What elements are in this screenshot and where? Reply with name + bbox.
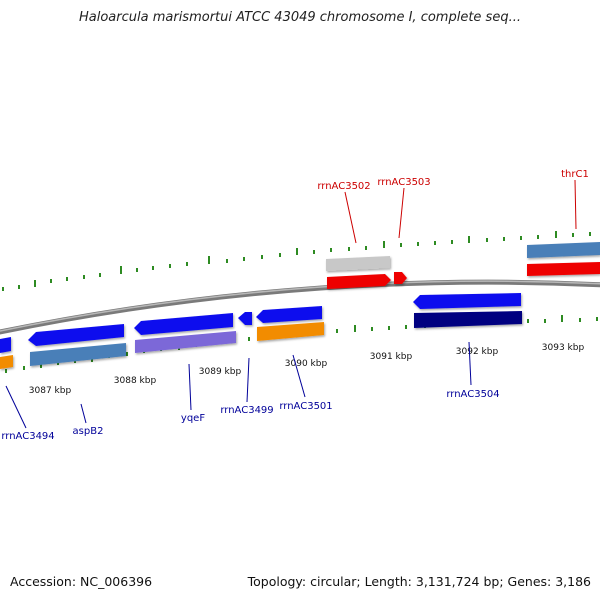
label-line-yqeF	[188, 363, 192, 411]
gene-rrnAC3499-cds[interactable]	[238, 312, 252, 325]
scale-label-3087: 3087 kbp	[29, 386, 72, 396]
genome-stats-label: Topology: circular; Length: 3,131,724 bp…	[247, 574, 591, 589]
scale-labels: 3087 kbp 3088 kbp 3089 kbp 3090 kbp 3091…	[29, 343, 585, 396]
label-line-rrnAC3501	[292, 354, 306, 398]
gene-rrnAC3503-cds[interactable]	[394, 272, 407, 284]
label-line-rrnAC3504	[468, 341, 472, 386]
gene-label-rrnAC3494[interactable]: rrnAC3494	[1, 431, 54, 442]
label-line-aspB2	[80, 403, 87, 424]
map-title: Haloarcula marismortui ATCC 43049 chromo…	[79, 10, 521, 25]
gene-label-rrnAC3499[interactable]: rrnAC3499	[220, 405, 273, 416]
gene-rrnAC3502-cds[interactable]	[327, 274, 391, 289]
forward-gene-labels: rrnAC3502 rrnAC3503 thrC1	[317, 169, 589, 244]
scale-label-3091: 3091 kbp	[370, 352, 413, 362]
reverse-features	[0, 293, 522, 369]
gene-label-thrC1[interactable]: thrC1	[561, 169, 589, 180]
gene-thrC1-feature[interactable]	[527, 242, 600, 258]
gene-aspB2-feature[interactable]	[30, 343, 126, 366]
scale-label-3089: 3089 kbp	[199, 367, 242, 377]
gene-thrC1-cds[interactable]	[527, 262, 600, 276]
label-line-rrnAC3502	[344, 191, 357, 244]
gene-label-yqeF[interactable]: yqeF	[181, 413, 205, 424]
genome-backbone	[0, 279, 600, 335]
gene-rrnAC3494-feature[interactable]	[0, 355, 13, 369]
gene-rrnAC3504-cds[interactable]	[413, 293, 521, 309]
gene-label-aspB2[interactable]: aspB2	[73, 426, 104, 437]
label-line-thrC1	[574, 179, 577, 230]
gene-label-rrnAC3504[interactable]: rrnAC3504	[446, 389, 499, 400]
scale-label-3090: 3090 kbp	[285, 359, 328, 369]
scale-label-3092: 3092 kbp	[456, 347, 499, 357]
genome-backbone-highlight	[0, 280, 600, 332]
gene-rrnAC3502-feature[interactable]	[326, 256, 390, 271]
label-line-rrnAC3499	[246, 357, 250, 403]
gene-label-rrnAC3501[interactable]: rrnAC3501	[279, 401, 332, 412]
gene-rrnAC3504-feature[interactable]	[414, 311, 522, 328]
gene-yqeF-feature[interactable]	[135, 331, 236, 353]
gene-rrnAC3494-cds[interactable]	[0, 337, 11, 353]
gene-label-rrnAC3502[interactable]: rrnAC3502	[317, 181, 370, 192]
gene-yqeF-cds[interactable]	[134, 313, 233, 335]
reverse-gene-labels: rrnAC3494 aspB2 yqeF rrnAC3499 rrnAC3501…	[1, 341, 500, 442]
scale-label-3088: 3088 kbp	[114, 376, 157, 386]
gene-rrnAC3501-feature[interactable]	[257, 322, 324, 341]
accession-label: Accession: NC_006396	[10, 574, 153, 589]
label-line-rrnAC3494	[5, 385, 27, 429]
scale-label-3093: 3093 kbp	[542, 343, 585, 353]
forward-features	[326, 242, 600, 289]
label-line-rrnAC3503	[398, 187, 405, 239]
gene-aspB2-cds[interactable]	[28, 324, 124, 346]
gene-rrnAC3501-cds[interactable]	[256, 306, 322, 323]
gene-label-rrnAC3503[interactable]: rrnAC3503	[377, 177, 430, 188]
outer-tick-row	[2, 231, 591, 291]
